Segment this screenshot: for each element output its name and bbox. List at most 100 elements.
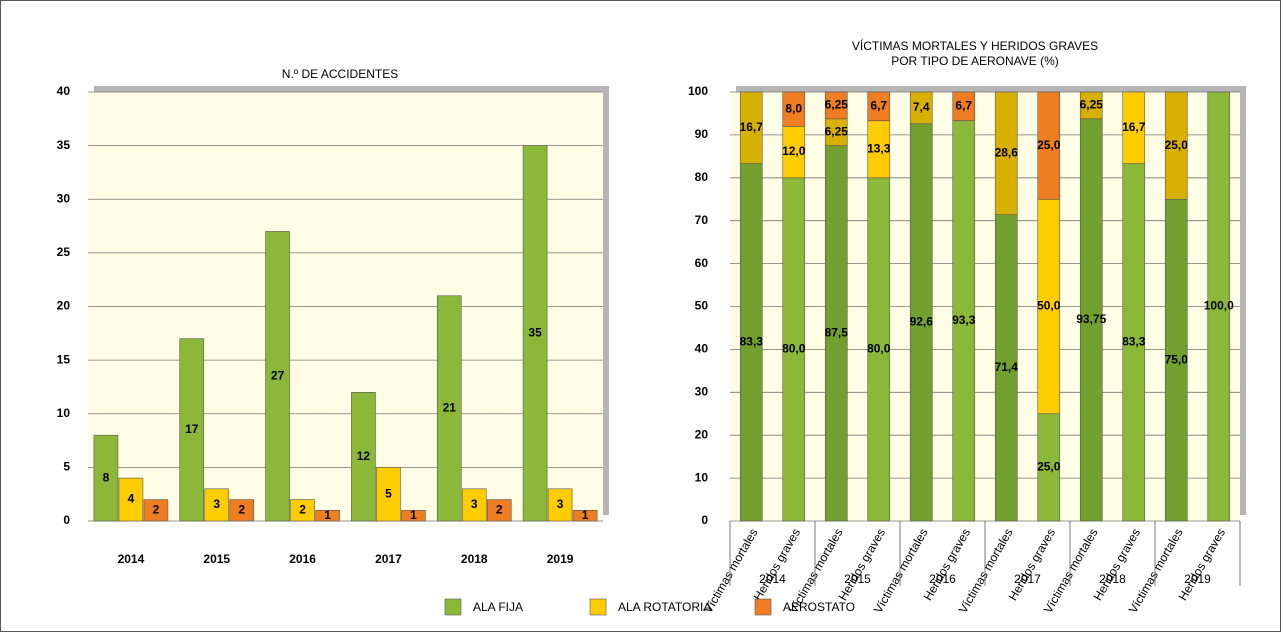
value-label: 1 — [324, 508, 331, 522]
bar — [93, 434, 119, 522]
y-tick-label: 10 — [57, 406, 71, 420]
value-label: 8,0 — [785, 101, 802, 115]
value-label: 87,5 — [825, 325, 849, 339]
bar — [376, 467, 401, 522]
y-tick-label: 40 — [57, 84, 71, 98]
bar — [118, 477, 144, 522]
value-label: 1 — [410, 508, 417, 522]
bar — [401, 509, 426, 522]
value-label: 93,75 — [1076, 312, 1106, 326]
legend-label: ALA ROTATORIA — [618, 600, 711, 614]
y-tick-label: 0 — [63, 513, 70, 527]
group-label: 2019 — [1184, 572, 1211, 586]
value-label: 16,7 — [740, 120, 764, 134]
value-label: 5 — [385, 486, 392, 500]
value-label: 25,0 — [1037, 460, 1061, 474]
value-label: 1 — [582, 508, 589, 522]
y-tick-label: 90 — [695, 127, 709, 141]
group-label: 2016 — [929, 572, 956, 586]
legend-label: ALA FIJA — [473, 600, 523, 614]
x-tick-label: 2019 — [547, 552, 574, 566]
bar-segment — [1122, 91, 1146, 164]
value-label: 27 — [271, 368, 285, 382]
bar — [486, 499, 512, 522]
value-label: 92,6 — [910, 315, 934, 329]
x-tick-label: 2014 — [118, 552, 145, 566]
value-label: 100,0 — [1204, 299, 1234, 313]
y-tick-label: 15 — [57, 352, 71, 366]
value-label: 80,0 — [782, 342, 806, 356]
y-tick-label: 30 — [57, 191, 71, 205]
bar — [315, 509, 340, 522]
y-tick-label: 35 — [57, 138, 71, 152]
group-label: 2015 — [844, 572, 871, 586]
value-label: 17 — [185, 422, 199, 436]
x-tick-label: 2018 — [461, 552, 488, 566]
bar — [204, 488, 230, 522]
value-label: 7,4 — [913, 100, 930, 114]
bar — [436, 295, 462, 522]
bar-segment — [952, 91, 976, 122]
bar — [461, 488, 487, 522]
value-label: 2 — [153, 502, 160, 516]
y-tick-label: 40 — [695, 342, 709, 356]
value-label: 80,0 — [867, 342, 891, 356]
value-label: 75,0 — [1165, 352, 1189, 366]
value-label: 2 — [299, 502, 306, 516]
bar — [143, 499, 169, 522]
value-label: 2 — [238, 502, 245, 516]
bar-segment — [739, 91, 763, 164]
value-label: 50,0 — [1037, 299, 1061, 313]
x-tick-label: 2017 — [375, 552, 402, 566]
bar-segment — [782, 91, 806, 127]
bar — [290, 499, 315, 522]
bar-segment — [824, 91, 848, 120]
value-label: 12,0 — [782, 144, 806, 158]
value-label: 6,7 — [870, 99, 887, 113]
value-label: 21 — [443, 401, 457, 415]
value-label: 3 — [557, 497, 564, 511]
bar-segment — [867, 91, 891, 122]
chart-title: N.º DE ACCIDENTES — [282, 67, 398, 81]
value-label: 3 — [471, 497, 478, 511]
y-tick-label: 25 — [57, 245, 71, 259]
y-tick-label: 100 — [688, 84, 708, 98]
y-tick-label: 20 — [695, 427, 709, 441]
bar — [572, 509, 598, 522]
bar — [229, 499, 255, 522]
chart-title: VÍCTIMAS MORTALES Y HERIDOS GRAVES — [852, 38, 1098, 53]
bar — [547, 488, 573, 522]
y-tick-label: 30 — [695, 384, 709, 398]
bar-segment — [909, 91, 933, 125]
value-label: 12 — [357, 449, 371, 463]
y-tick-label: 70 — [695, 213, 709, 227]
value-label: 83,3 — [740, 334, 764, 348]
group-label: 2018 — [1099, 572, 1126, 586]
y-tick-label: 5 — [63, 460, 70, 474]
value-label: 2 — [496, 502, 503, 516]
value-label: 16,7 — [1122, 120, 1146, 134]
y-tick-label: 20 — [57, 299, 71, 313]
value-label: 6,7 — [955, 99, 972, 113]
legend-swatch — [444, 598, 462, 616]
group-label: 2014 — [759, 572, 786, 586]
group-label: 2017 — [1014, 572, 1041, 586]
bar — [179, 338, 205, 522]
x-tick-label: 2016 — [289, 552, 316, 566]
bar-segment — [1164, 91, 1188, 200]
value-label: 93,3 — [952, 313, 976, 327]
value-label: 6,25 — [825, 98, 849, 112]
value-label: 83,3 — [1122, 334, 1146, 348]
bar — [522, 145, 548, 522]
value-label: 4 — [128, 492, 135, 506]
legend-swatch — [754, 598, 772, 616]
bar-segment — [994, 91, 1018, 215]
value-label: 13,3 — [867, 141, 891, 155]
bar — [351, 391, 376, 522]
y-tick-label: 0 — [701, 513, 708, 527]
chart-title: POR TIPO DE AERONAVE (%) — [891, 54, 1059, 68]
value-label: 3 — [213, 497, 220, 511]
bar-segment — [1207, 91, 1231, 522]
value-label: 25,0 — [1037, 138, 1061, 152]
